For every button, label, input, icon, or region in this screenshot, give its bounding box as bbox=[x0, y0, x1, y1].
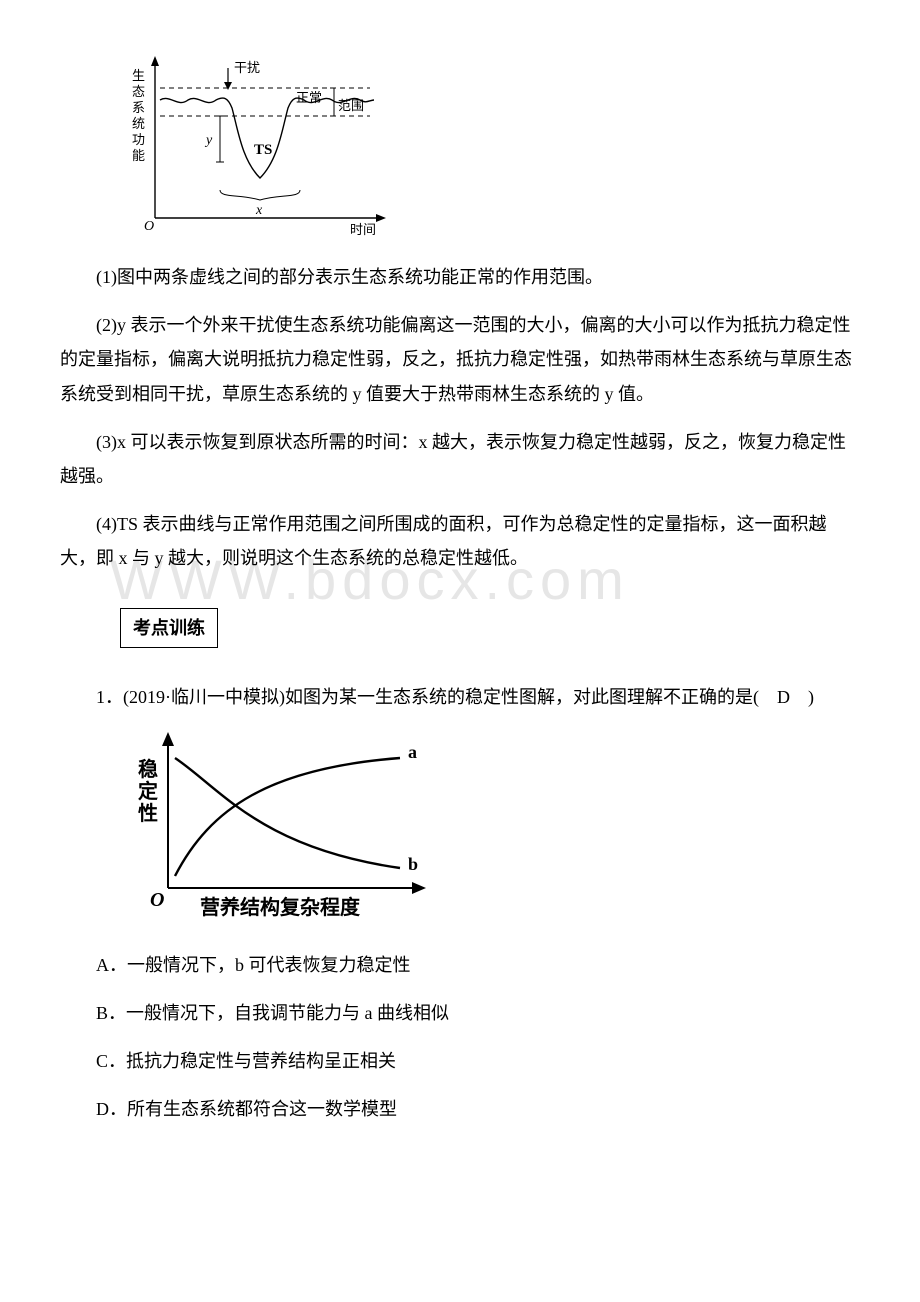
fig2-label-a: a bbox=[408, 742, 417, 762]
fig1-disturbance: 干扰 bbox=[234, 60, 260, 75]
option-a: A．一般情况下，b 可代表恢复力稳定性 bbox=[60, 948, 860, 982]
paragraph-1: (1)图中两条虚线之间的部分表示生态系统功能正常的作用范围。 bbox=[60, 260, 860, 294]
fig1-ylabel: 生 bbox=[132, 68, 145, 83]
fig1-range-label: 范围 bbox=[338, 98, 364, 113]
fig1-ts: TS bbox=[254, 142, 272, 158]
svg-text:功: 功 bbox=[132, 132, 145, 147]
fig1-y: y bbox=[204, 133, 213, 148]
paragraph-3: (3)x 可以表示恢复到原状态所需的时间：x 越大，表示恢复力稳定性越弱，反之，… bbox=[60, 425, 860, 493]
paragraph-2: (2)y 表示一个外来干扰使生态系统功能偏离这一范围的大小，偏离的大小可以作为抵… bbox=[60, 308, 860, 411]
figure2-svg: 稳 定 性 a b O 营养结构复杂程度 bbox=[120, 728, 450, 928]
svg-text:定: 定 bbox=[138, 779, 158, 803]
section-title: 考点训练 bbox=[120, 608, 218, 648]
fig2-label-b: b bbox=[408, 854, 418, 874]
fig2-curve-a bbox=[175, 758, 400, 876]
svg-text:系: 系 bbox=[132, 100, 145, 115]
svg-text:统: 统 bbox=[132, 116, 145, 131]
fig1-x: x bbox=[255, 203, 263, 218]
figure-stability: 稳 定 性 a b O 营养结构复杂程度 bbox=[120, 728, 860, 928]
svg-text:态: 态 bbox=[132, 84, 145, 99]
svg-text:O: O bbox=[144, 219, 154, 234]
svg-text:能: 能 bbox=[132, 148, 145, 163]
svg-text:稳: 稳 bbox=[138, 757, 158, 781]
fig2-origin: O bbox=[150, 889, 164, 911]
fig1-xlabel: 时间 bbox=[350, 222, 376, 237]
option-d: D．所有生态系统都符合这一数学模型 bbox=[60, 1092, 860, 1126]
svg-text:性: 性 bbox=[138, 802, 158, 825]
fig2-curve-b bbox=[175, 758, 400, 868]
figure-ecosystem-function: 生 态 系 统 功 能 干扰 正常 范围 y TS x O 时间 bbox=[120, 50, 860, 240]
option-b: B．一般情况下，自我调节能力与 a 曲线相似 bbox=[60, 996, 860, 1030]
fig1-normal: 正常 bbox=[296, 90, 322, 105]
paragraph-4: (4)TS 表示曲线与正常作用范围之间所围成的面积，可作为总稳定性的定量指标，这… bbox=[60, 507, 860, 575]
figure1-svg: 生 态 系 统 功 能 干扰 正常 范围 y TS x O 时间 bbox=[120, 50, 400, 240]
question-stem: 1．(2019·临川一中模拟)如图为某一生态系统的稳定性图解，对此图理解不正确的… bbox=[60, 680, 860, 714]
fig2-xlabel: 营养结构复杂程度 bbox=[200, 895, 361, 919]
option-c: C．抵抗力稳定性与营养结构呈正相关 bbox=[60, 1044, 860, 1078]
